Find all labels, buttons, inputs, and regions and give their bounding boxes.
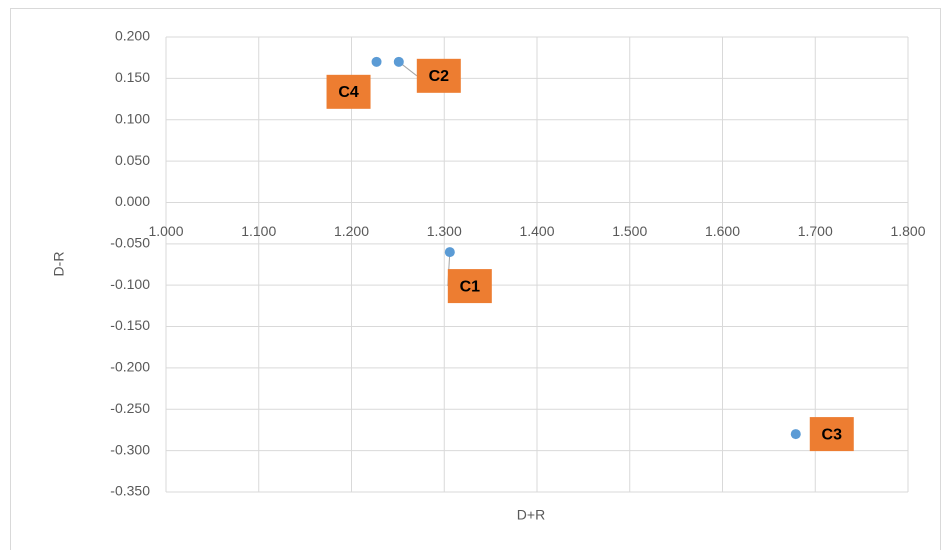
y-tick-label: -0.050 <box>110 235 150 251</box>
data-label: C1 <box>460 278 481 295</box>
y-tick-label: -0.300 <box>110 441 150 457</box>
data-label-box <box>809 417 854 452</box>
x-tick-label: 1.000 <box>148 223 183 239</box>
x-tick-label: 1.700 <box>798 223 833 239</box>
y-tick-label: 0.000 <box>115 193 150 209</box>
y-tick-label: 0.050 <box>115 152 150 168</box>
point <box>393 56 404 67</box>
data-label-box <box>447 269 492 304</box>
y-tick-label: 0.150 <box>115 69 150 85</box>
point <box>790 429 801 440</box>
y-axis-title: D-R <box>51 252 67 277</box>
x-tick-label: 1.400 <box>519 223 554 239</box>
y-tick-label: -0.100 <box>110 276 150 292</box>
y-tick-label: -0.250 <box>110 400 150 416</box>
x-tick-label: 1.500 <box>612 223 647 239</box>
x-tick-label: 1.800 <box>890 223 925 239</box>
data-label: C3 <box>822 426 843 443</box>
y-tick-label: 0.100 <box>115 110 150 126</box>
data-label: C2 <box>429 68 450 85</box>
x-tick-label: 1.300 <box>427 223 462 239</box>
y-tick-label: 0.200 <box>115 28 150 44</box>
y-tick-label: -0.200 <box>110 359 150 375</box>
x-tick-label: 1.100 <box>241 223 276 239</box>
point <box>371 56 382 67</box>
y-tick-label: -0.350 <box>110 483 150 499</box>
y-tick-label: -0.150 <box>110 317 150 333</box>
data-label: C4 <box>338 84 359 101</box>
x-axis-title: D+R <box>517 507 545 523</box>
x-tick-label: 1.600 <box>705 223 740 239</box>
data-label-box <box>326 74 371 109</box>
point <box>444 247 455 258</box>
data-label-box <box>416 58 461 93</box>
x-tick-label: 1.200 <box>334 223 369 239</box>
